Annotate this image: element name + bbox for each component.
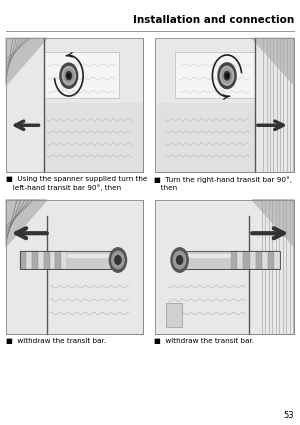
Bar [44, 251, 50, 269]
Bar [268, 251, 274, 269]
Circle shape [115, 256, 121, 264]
Bar [38, 251, 44, 269]
Bar [20, 251, 118, 269]
Bar [26, 251, 32, 269]
Circle shape [68, 74, 70, 78]
Bar [154, 102, 255, 172]
Bar [20, 251, 26, 269]
Circle shape [60, 63, 78, 88]
Circle shape [224, 71, 230, 80]
Bar [237, 251, 243, 269]
Bar [250, 251, 256, 269]
Text: Installation and connection: Installation and connection [133, 15, 294, 25]
Bar [6, 38, 142, 172]
Bar [44, 52, 119, 99]
Polygon shape [6, 38, 47, 85]
Bar [274, 251, 280, 269]
Text: ■  Turn the right-hand transit bar 90°,
   then: ■ Turn the right-hand transit bar 90°, t… [154, 176, 292, 191]
Bar [6, 200, 142, 334]
Bar [32, 251, 38, 269]
Bar [44, 102, 142, 172]
Bar [61, 251, 68, 269]
Circle shape [109, 248, 127, 272]
Circle shape [218, 63, 236, 88]
Circle shape [112, 251, 124, 269]
Bar [166, 303, 182, 327]
Bar [180, 251, 280, 269]
Bar [6, 38, 142, 172]
Bar [6, 200, 142, 334]
Bar [20, 254, 118, 258]
Bar [56, 251, 62, 269]
Bar [154, 38, 294, 172]
Bar [20, 251, 118, 269]
Circle shape [62, 66, 75, 85]
Text: 53: 53 [284, 411, 294, 420]
Bar [6, 38, 142, 172]
Bar [262, 251, 268, 269]
Circle shape [176, 256, 183, 264]
Circle shape [226, 74, 228, 78]
Bar [180, 251, 280, 269]
Bar [154, 38, 294, 172]
Bar [154, 200, 294, 334]
Bar [154, 200, 294, 334]
Bar [20, 251, 118, 270]
Bar [154, 200, 294, 334]
Circle shape [171, 248, 188, 272]
Bar [50, 251, 56, 269]
Bar [231, 251, 237, 269]
Text: ■  withdraw the transit bar.: ■ withdraw the transit bar. [6, 338, 106, 344]
Polygon shape [252, 200, 294, 246]
Text: ■  withdraw the transit bar.: ■ withdraw the transit bar. [154, 338, 255, 344]
Circle shape [66, 71, 72, 80]
Bar [243, 251, 250, 269]
Circle shape [220, 66, 234, 85]
Text: ■  Using the spanner supplied turn the
   left-hand transit bar 90°, then: ■ Using the spanner supplied turn the le… [6, 176, 147, 191]
Circle shape [173, 251, 186, 269]
Bar [154, 38, 294, 172]
Bar [6, 200, 142, 334]
Polygon shape [252, 38, 294, 85]
Bar [180, 254, 280, 258]
Polygon shape [6, 200, 47, 246]
Bar [176, 52, 255, 99]
Bar [256, 251, 262, 269]
Bar [180, 251, 280, 270]
